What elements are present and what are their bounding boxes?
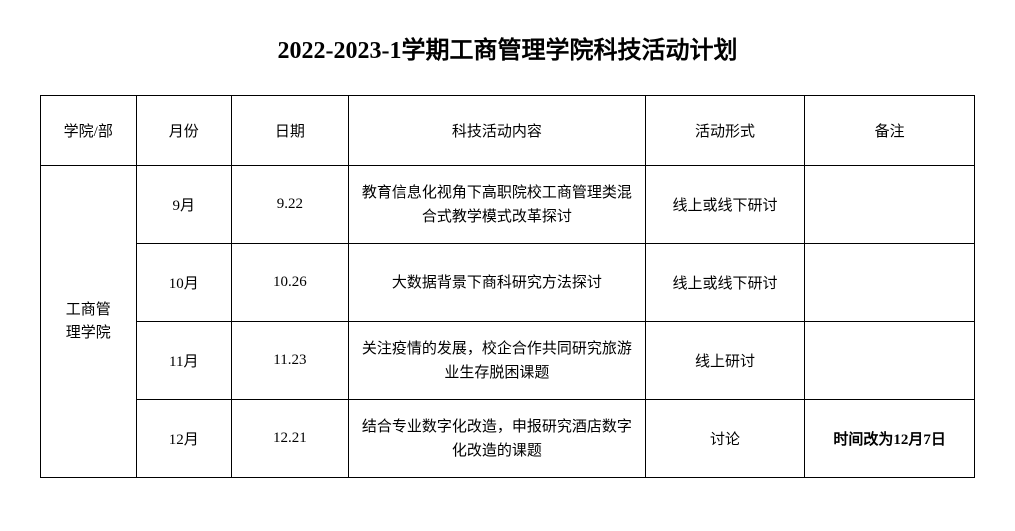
- cell-month: 11月: [136, 322, 232, 400]
- table-row: 12月 12.21 结合专业数字化改造，申报研究酒店数字化改造的课题 讨论 时间…: [41, 400, 975, 478]
- header-content: 科技活动内容: [348, 96, 645, 166]
- cell-form: 线上研讨: [645, 322, 804, 400]
- cell-note: 时间改为12月7日: [805, 400, 975, 478]
- cell-month: 10月: [136, 244, 232, 322]
- cell-form: 讨论: [645, 400, 804, 478]
- cell-date: 11.23: [232, 322, 349, 400]
- cell-month: 9月: [136, 166, 232, 244]
- page-title: 2022-2023-1学期工商管理学院科技活动计划: [40, 30, 975, 65]
- cell-month: 12月: [136, 400, 232, 478]
- table-row: 工商管理学院 9月 9.22 教育信息化视角下高职院校工商管理类混合式教学模式改…: [41, 166, 975, 244]
- cell-note: [805, 244, 975, 322]
- cell-form: 线上或线下研讨: [645, 166, 804, 244]
- table-row: 11月 11.23 关注疫情的发展，校企合作共同研究旅游业生存脱困课题 线上研讨: [41, 322, 975, 400]
- cell-content: 结合专业数字化改造，申报研究酒店数字化改造的课题: [348, 400, 645, 478]
- cell-date: 10.26: [232, 244, 349, 322]
- cell-date: 12.21: [232, 400, 349, 478]
- cell-department: 工商管理学院: [41, 166, 137, 478]
- table-row: 10月 10.26 大数据背景下商科研究方法探讨 线上或线下研讨: [41, 244, 975, 322]
- header-month: 月份: [136, 96, 232, 166]
- cell-date: 9.22: [232, 166, 349, 244]
- cell-note: [805, 166, 975, 244]
- activity-plan-table: 学院/部 月份 日期 科技活动内容 活动形式 备注 工商管理学院 9月 9.22…: [40, 95, 975, 478]
- table-header-row: 学院/部 月份 日期 科技活动内容 活动形式 备注: [41, 96, 975, 166]
- header-form: 活动形式: [645, 96, 804, 166]
- header-note: 备注: [805, 96, 975, 166]
- header-dept: 学院/部: [41, 96, 137, 166]
- cell-form: 线上或线下研讨: [645, 244, 804, 322]
- header-date: 日期: [232, 96, 349, 166]
- cell-note: [805, 322, 975, 400]
- cell-content: 大数据背景下商科研究方法探讨: [348, 244, 645, 322]
- cell-content: 教育信息化视角下高职院校工商管理类混合式教学模式改革探讨: [348, 166, 645, 244]
- cell-content: 关注疫情的发展，校企合作共同研究旅游业生存脱困课题: [348, 322, 645, 400]
